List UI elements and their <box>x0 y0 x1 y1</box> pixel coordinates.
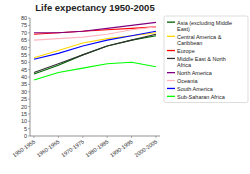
legend-label: Sub-Saharan Africa <box>177 94 226 100</box>
y-tick <box>28 106 30 107</box>
y-tick-label: 35 <box>21 81 27 87</box>
y-tick <box>28 77 30 78</box>
legend-swatch <box>167 50 175 51</box>
y-tick <box>28 62 30 63</box>
y-tick-label: 80 <box>21 15 27 21</box>
legend-swatch <box>167 21 175 22</box>
x-tick <box>107 136 108 138</box>
y-tick-label: 60 <box>21 45 27 51</box>
y-tick <box>28 47 30 48</box>
x-tick-label: 1960-1965 <box>36 138 61 158</box>
x-tick-label: 1950-1955 <box>11 138 36 158</box>
legend-frame <box>164 16 248 103</box>
y-tick-label: 20 <box>21 104 27 110</box>
y-tick <box>28 69 30 70</box>
legend-swatch <box>167 88 175 89</box>
series-line <box>34 27 156 40</box>
title: Life expectancy 1950-2005 <box>35 2 155 13</box>
y-tick <box>28 136 30 137</box>
y-tick-label: 10 <box>21 118 27 124</box>
y-tick <box>28 54 30 55</box>
y-tick <box>28 113 30 114</box>
y-tick-label: 75 <box>21 22 27 28</box>
legend-label: Middle East & NorthAfrica <box>177 56 226 68</box>
x-axis <box>30 136 160 137</box>
legend-label: Asia (excluding MiddleEast) <box>177 20 232 32</box>
y-tick <box>28 121 30 122</box>
legend-swatch <box>167 80 175 81</box>
series-line <box>34 31 156 59</box>
legend: Asia (excluding MiddleEast) Central Ameri… <box>164 16 248 103</box>
y-tick <box>28 40 30 41</box>
y-tick <box>28 99 30 100</box>
legend-swatch <box>167 96 175 97</box>
y-tick-label: 45 <box>21 67 27 73</box>
x-tick-label: 1970-1975 <box>60 138 85 158</box>
x-tick <box>58 136 59 138</box>
x-tick-label: 1980-1985 <box>84 138 109 158</box>
y-tick <box>28 91 30 92</box>
legend-swatch <box>167 58 175 59</box>
series-line <box>34 34 156 72</box>
x-tick <box>82 136 83 138</box>
legend-label: Central America &Caribbean <box>177 34 222 46</box>
x-tick <box>34 136 35 138</box>
y-tick-label: 40 <box>21 74 27 80</box>
y-tick-label: 70 <box>21 30 27 36</box>
legend-label: Oceania <box>177 78 198 84</box>
y-tick <box>28 128 30 129</box>
x-tick-label: 1990-1995 <box>109 138 134 158</box>
legend-label: Europe <box>177 48 195 54</box>
x-tick-label: 2000-2005 <box>133 138 158 158</box>
y-tick-label: 15 <box>21 111 27 117</box>
x-tick <box>156 136 157 138</box>
series-line <box>34 33 156 58</box>
y-tick-label: 55 <box>21 52 27 58</box>
y-tick <box>28 32 30 33</box>
y-tick-label: 30 <box>21 89 27 95</box>
y-tick <box>28 18 30 19</box>
y-tick-label: 50 <box>21 59 27 65</box>
legend-label: North America <box>177 70 213 76</box>
series-line <box>34 62 156 80</box>
y-tick <box>28 84 30 85</box>
legend-swatch <box>167 72 175 73</box>
chart: Life expectancy 1950-2005051015202530354… <box>0 0 250 174</box>
y-tick <box>28 25 30 26</box>
series-line <box>34 22 156 32</box>
plot-area <box>34 22 156 80</box>
y-tick-label: 25 <box>21 96 27 102</box>
y-tick-label: 5 <box>24 126 27 132</box>
y-tick-label: 65 <box>21 37 27 43</box>
y-tick-label: 0 <box>24 133 27 139</box>
legend-label: South America <box>177 86 214 92</box>
legend-swatch <box>167 36 175 37</box>
x-tick <box>131 136 132 138</box>
